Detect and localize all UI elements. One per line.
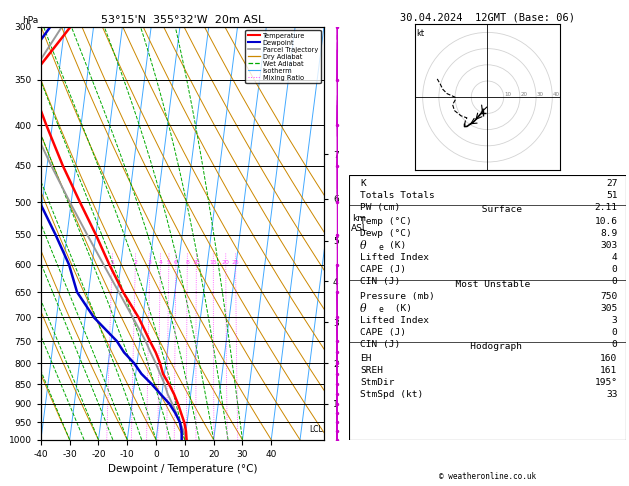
Text: 40: 40 (553, 91, 560, 97)
Text: Dewp (°C): Dewp (°C) (360, 229, 412, 238)
Text: Most Unstable: Most Unstable (444, 280, 531, 289)
Text: kt: kt (416, 29, 425, 38)
Text: 8: 8 (186, 260, 189, 264)
Text: Pressure (mb): Pressure (mb) (360, 292, 435, 301)
Text: 30.04.2024  12GMT (Base: 06): 30.04.2024 12GMT (Base: 06) (400, 12, 575, 22)
Title: 53°15'N  355°32'W  20m ASL: 53°15'N 355°32'W 20m ASL (101, 15, 264, 25)
Text: (K): (K) (389, 241, 406, 250)
Text: 20: 20 (521, 91, 528, 97)
Text: CAPE (J): CAPE (J) (360, 328, 406, 337)
Text: CIN (J): CIN (J) (360, 278, 401, 286)
Text: e: e (378, 305, 383, 314)
Legend: Temperature, Dewpoint, Parcel Trajectory, Dry Adiabat, Wet Adiabat, Isotherm, Mi: Temperature, Dewpoint, Parcel Trajectory… (245, 30, 321, 84)
Text: StmDir: StmDir (360, 379, 394, 387)
X-axis label: Dewpoint / Temperature (°C): Dewpoint / Temperature (°C) (108, 464, 257, 474)
Text: K: K (360, 178, 366, 188)
Text: Totals Totals: Totals Totals (360, 191, 435, 200)
Text: 4: 4 (612, 253, 618, 262)
Text: θ: θ (360, 241, 367, 251)
Text: 25: 25 (231, 260, 240, 264)
Text: 0: 0 (612, 278, 618, 286)
Text: 2: 2 (133, 260, 137, 264)
Text: 33: 33 (606, 390, 618, 399)
Text: SREH: SREH (360, 366, 383, 375)
Text: 195°: 195° (594, 379, 618, 387)
Text: Temp (°C): Temp (°C) (360, 217, 412, 226)
Text: CIN (J): CIN (J) (360, 340, 401, 349)
Text: 10: 10 (504, 91, 511, 97)
Text: PW (cm): PW (cm) (360, 203, 401, 211)
Text: 2.11: 2.11 (594, 203, 618, 211)
Text: hPa: hPa (22, 16, 38, 25)
Text: 10: 10 (192, 260, 200, 264)
Text: 10.6: 10.6 (594, 217, 618, 226)
Text: CAPE (J): CAPE (J) (360, 265, 406, 274)
Text: 8.9: 8.9 (600, 229, 618, 238)
Text: 3: 3 (148, 260, 152, 264)
Text: 51: 51 (606, 191, 618, 200)
Text: 1: 1 (110, 260, 114, 264)
Text: © weatheronline.co.uk: © weatheronline.co.uk (439, 472, 536, 481)
Text: θ: θ (360, 304, 367, 314)
Text: 160: 160 (600, 354, 618, 364)
Y-axis label: km
ASL: km ASL (351, 214, 368, 233)
Text: 0: 0 (612, 340, 618, 349)
Text: Lifted Index: Lifted Index (360, 253, 429, 262)
Text: Surface: Surface (453, 205, 522, 214)
Text: LCL: LCL (309, 425, 323, 434)
Text: (K): (K) (389, 304, 412, 313)
Text: 0: 0 (612, 265, 618, 274)
Text: e: e (378, 243, 383, 251)
Text: 161: 161 (600, 366, 618, 375)
Text: 6: 6 (174, 260, 178, 264)
Text: 5: 5 (167, 260, 171, 264)
Text: 303: 303 (600, 241, 618, 250)
Text: Lifted Index: Lifted Index (360, 316, 429, 325)
Text: 305: 305 (600, 304, 618, 313)
Text: Hodograph: Hodograph (453, 342, 522, 351)
Text: 27: 27 (606, 178, 618, 188)
Text: 0: 0 (612, 328, 618, 337)
Text: 30: 30 (537, 91, 544, 97)
Text: 20: 20 (222, 260, 230, 264)
Text: 750: 750 (600, 292, 618, 301)
Text: EH: EH (360, 354, 372, 364)
Text: 3: 3 (612, 316, 618, 325)
Text: 15: 15 (209, 260, 217, 264)
Text: 4: 4 (159, 260, 162, 264)
Text: StmSpd (kt): StmSpd (kt) (360, 390, 423, 399)
